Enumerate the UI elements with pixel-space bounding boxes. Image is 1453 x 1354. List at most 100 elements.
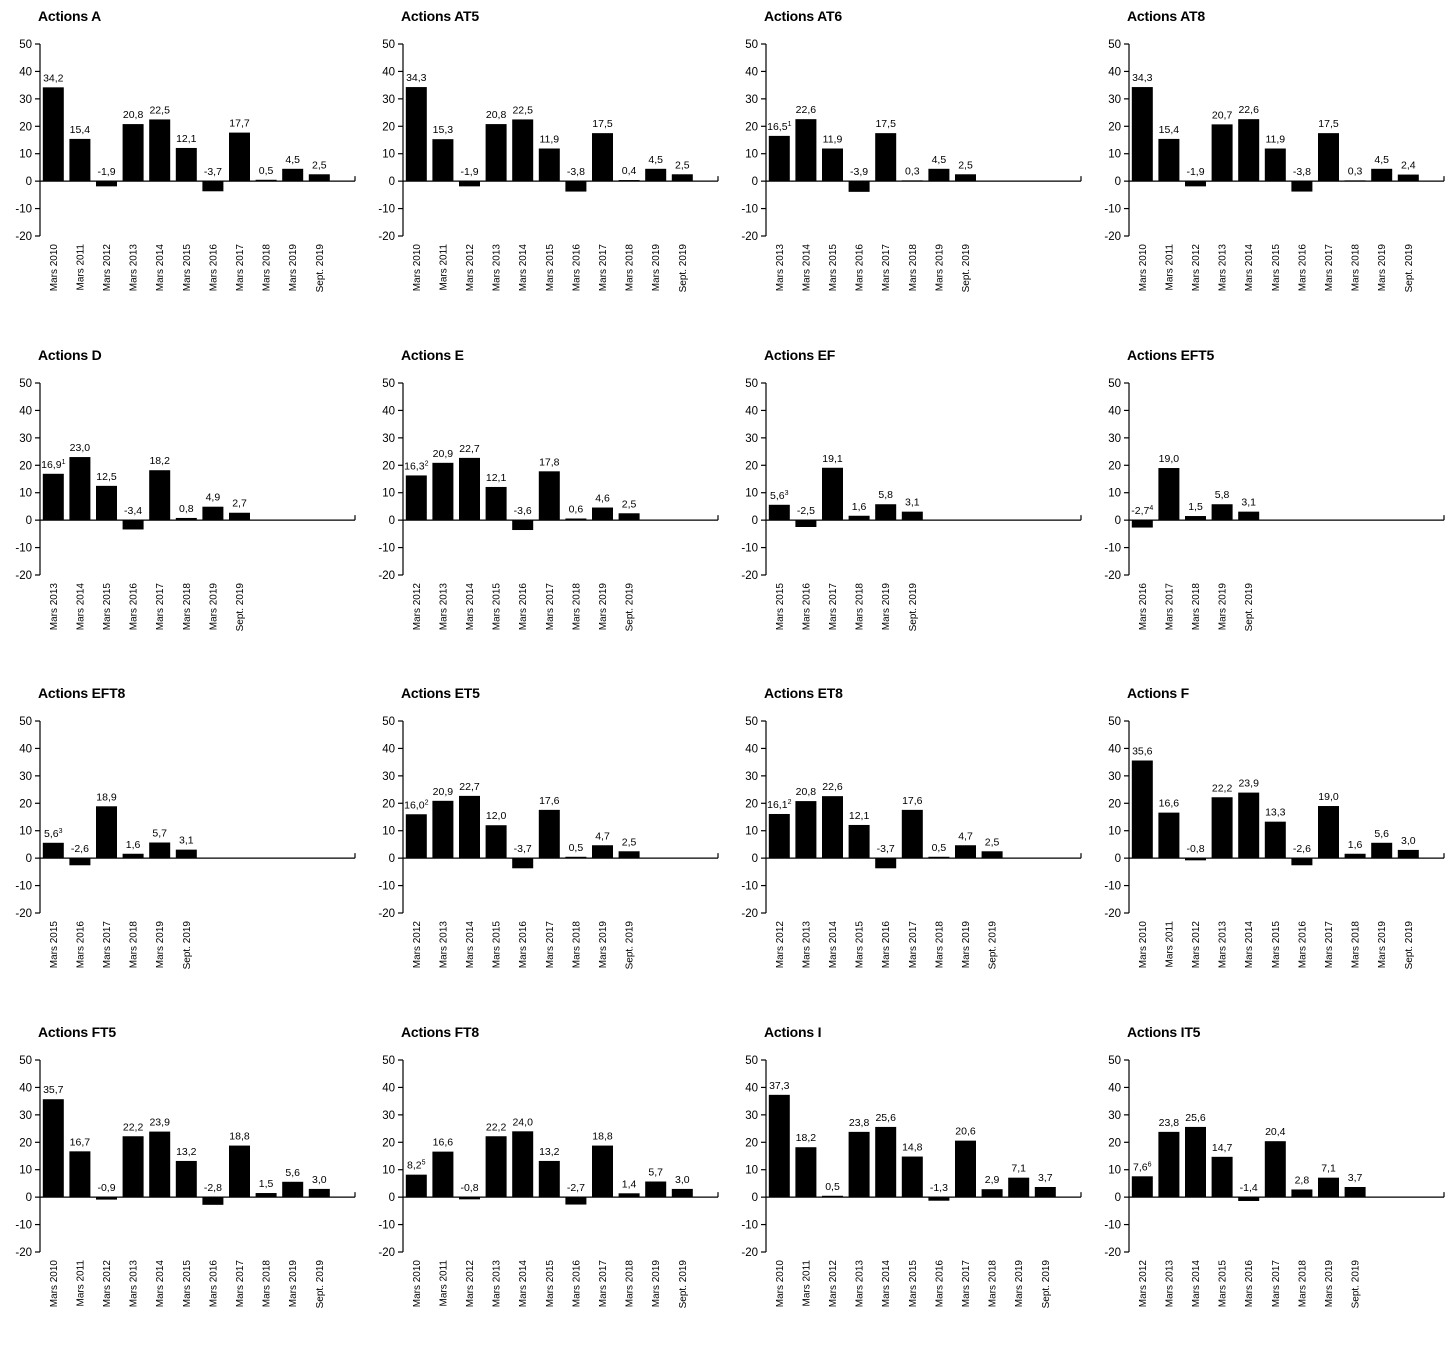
bar-value-text: 2,5 xyxy=(675,159,690,171)
x-category-label: Sept. 2019 xyxy=(1404,244,1415,293)
y-tick-label: -10 xyxy=(1104,881,1121,893)
x-category-label: Mars 2012 xyxy=(828,1260,839,1308)
x-category-label: Mars 2013 xyxy=(129,1260,140,1308)
bar-value-label: 5,8 xyxy=(1215,489,1230,501)
x-category-label: Mars 2018 xyxy=(625,1260,636,1308)
y-tick-label: 20 xyxy=(745,121,758,133)
y-tick-label: 40 xyxy=(382,405,395,417)
bar-value-text: 3,7 xyxy=(1038,1172,1053,1184)
bar-value-text: 3,1 xyxy=(905,497,920,509)
chart-title: Actions FT5 xyxy=(38,1024,116,1040)
x-category-label: Mars 2014 xyxy=(465,921,476,969)
x-category-label: Mars 2017 xyxy=(1271,1260,1282,1308)
x-category-label: Mars 2015 xyxy=(182,244,193,292)
chart-title: Actions IT5 xyxy=(1127,1024,1201,1040)
bar xyxy=(618,851,640,859)
bar-value-label: 2,9 xyxy=(985,1174,1000,1186)
x-category-label: Mars 2013 xyxy=(1164,1260,1175,1308)
bar xyxy=(512,1131,534,1198)
bar xyxy=(1238,792,1260,859)
y-tick-label: -10 xyxy=(15,881,32,893)
x-category-label: Mars 2015 xyxy=(1271,921,1282,969)
bar xyxy=(1034,1186,1056,1198)
bar-value-text: -1,4 xyxy=(1240,1182,1258,1194)
bar xyxy=(42,1099,64,1198)
y-tick-label: 50 xyxy=(1108,378,1121,390)
bar xyxy=(1185,181,1206,187)
bar xyxy=(308,1188,330,1198)
bar-value-label: 4,9 xyxy=(206,492,221,504)
y-tick-label: 50 xyxy=(19,378,32,390)
y-tick-label: 0 xyxy=(389,853,395,865)
bar-value-label: 0,5 xyxy=(932,842,947,854)
x-category-label: Mars 2013 xyxy=(855,1260,866,1308)
bar xyxy=(1185,1126,1206,1198)
bar-value-text: 22,2 xyxy=(486,1121,507,1133)
x-category-label: Mars 2012 xyxy=(465,1260,476,1308)
y-tick-label: -10 xyxy=(15,204,32,216)
bar-value-text: 15,3 xyxy=(433,124,454,136)
bar-value-label: 23,9 xyxy=(149,1117,170,1129)
x-category-label: Sept. 2019 xyxy=(182,921,193,970)
x-category-label: Mars 2015 xyxy=(49,921,60,969)
bar xyxy=(822,467,843,521)
y-tick-label: -20 xyxy=(741,1247,758,1259)
bar-value-text: 5,6 xyxy=(44,828,59,840)
x-category-label: Sept. 2019 xyxy=(678,1260,689,1309)
x-category-label: Mars 2019 xyxy=(1377,921,1388,969)
x-category-label: Mars 2019 xyxy=(598,583,609,631)
bar-value-text: 3,0 xyxy=(312,1174,327,1186)
bar-value-label: 2,5 xyxy=(312,159,327,171)
bar xyxy=(618,180,640,182)
x-category-label: Mars 2019 xyxy=(961,921,972,969)
y-tick-label: 30 xyxy=(1108,94,1121,106)
bar-value-label: 20,8 xyxy=(123,109,144,121)
x-category-label: Mars 2016 xyxy=(208,1260,219,1308)
bar-value-label: -1,3 xyxy=(930,1182,948,1194)
y-tick-label: 40 xyxy=(1108,66,1121,78)
x-category-label: Mars 2015 xyxy=(828,244,839,292)
bar xyxy=(149,470,171,521)
bar-value-text: 2,5 xyxy=(958,159,973,171)
bar-value-text: 3,0 xyxy=(1401,835,1416,847)
bar-value-text: 4,7 xyxy=(595,830,610,842)
bar-value-text: 13,2 xyxy=(176,1146,197,1158)
bar-value-text: 0,3 xyxy=(905,165,920,177)
bar-value-label: 16,51 xyxy=(767,121,791,133)
bar-value-label: 17,6 xyxy=(539,795,560,807)
bar xyxy=(1238,119,1260,182)
x-category-label: Mars 2019 xyxy=(934,244,945,292)
bar-value-label: 2,5 xyxy=(958,159,973,171)
y-tick-label: 10 xyxy=(382,149,395,161)
bar xyxy=(795,801,817,859)
bar-value-label: 17,7 xyxy=(229,118,250,130)
bar-value-label: 22,5 xyxy=(149,104,170,116)
x-category-label: Mars 2016 xyxy=(855,244,866,292)
y-tick-label: 0 xyxy=(752,515,758,527)
bar xyxy=(1291,181,1313,192)
bar-value-text: 20,4 xyxy=(1265,1126,1286,1138)
x-category-label: Mars 2017 xyxy=(235,244,246,292)
y-tick-label: 40 xyxy=(382,743,395,755)
bar-value-label: 5,7 xyxy=(648,1167,663,1179)
bar-value-label: 20,9 xyxy=(433,448,454,460)
y-tick-label: 10 xyxy=(745,1165,758,1177)
y-tick-label: 50 xyxy=(382,39,395,51)
bar-value-label: 23,8 xyxy=(1159,1117,1180,1129)
bar xyxy=(1131,760,1153,859)
x-category-label: Mars 2018 xyxy=(262,244,273,292)
bar-value-label: 17,8 xyxy=(539,456,560,468)
bar-value-label: 18,8 xyxy=(229,1131,250,1143)
x-category-label: Mars 2015 xyxy=(775,583,786,631)
x-category-label: Mars 2017 xyxy=(545,583,556,631)
x-category-label: Mars 2015 xyxy=(492,583,503,631)
bar-chart: 50 40 30 20 10 0 -10 -20 16,02 Mars 2012 20,9 Mars … xyxy=(378,716,719,969)
bar-value-label: 5,8 xyxy=(878,489,893,501)
bar-value-label: 15,3 xyxy=(433,124,454,136)
chart-panel: Actions D 50 40 30 20 10 0 -10 -20 16,91 Mars 2013… xyxy=(0,339,362,677)
bar-value-text: 17,6 xyxy=(539,795,560,807)
footnote-marker: 4 xyxy=(1149,505,1153,512)
bar-value-label: 22,2 xyxy=(486,1121,507,1133)
x-category-label: Mars 2018 xyxy=(262,1260,273,1308)
bar-value-label: 34,3 xyxy=(406,72,427,84)
